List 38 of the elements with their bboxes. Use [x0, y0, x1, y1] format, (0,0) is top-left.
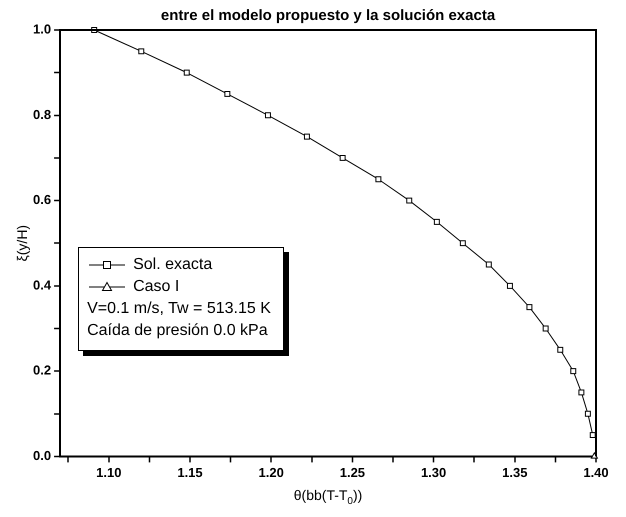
point: [506, 282, 513, 289]
legend-label: Caso I: [133, 277, 180, 298]
x-tick-label: 1.35: [502, 464, 528, 480]
point: [578, 389, 584, 396]
point: [584, 410, 591, 417]
x-tick-label: 1.30: [420, 464, 446, 480]
x-tick-label: 1.10: [96, 464, 122, 480]
x-tick-label: 1.20: [258, 464, 284, 480]
point: [264, 112, 271, 118]
chart-title: entre el modelo propuesto y la solución exacta: [160, 7, 496, 24]
x-tick-label: 1.40: [583, 464, 609, 480]
point: [138, 48, 144, 54]
x-tick-label: 1.15: [177, 464, 203, 480]
legend-label: Sol. exacta: [133, 255, 212, 276]
point: [340, 154, 346, 161]
point: [434, 218, 440, 225]
y-axis-title: ξ(y/H): [14, 224, 30, 262]
y-tick-label: 1.0: [32, 22, 52, 37]
point: [406, 198, 412, 204]
y-tick-label: 0.4: [32, 277, 52, 292]
y-tick-label: 0.2: [32, 362, 52, 378]
point: [542, 326, 549, 332]
annotation: Caída de presión 0.0 kPa: [87, 321, 269, 342]
point: [526, 304, 532, 310]
point: [304, 134, 310, 140]
point: [460, 240, 466, 246]
y-tick-label: 0.8: [32, 106, 52, 122]
y-tick-label: 0.6: [32, 192, 52, 208]
point: [590, 452, 598, 459]
point: [184, 70, 190, 76]
point: [224, 90, 230, 97]
annotation: V=0.1 m/s, Tw = 513.15 K: [87, 299, 271, 320]
x-tick-label: 1.25: [340, 464, 366, 480]
point: [557, 346, 564, 353]
point: [570, 368, 576, 374]
point: [486, 262, 492, 268]
y-tick-label: 0.0: [32, 448, 52, 463]
point: [375, 176, 382, 182]
